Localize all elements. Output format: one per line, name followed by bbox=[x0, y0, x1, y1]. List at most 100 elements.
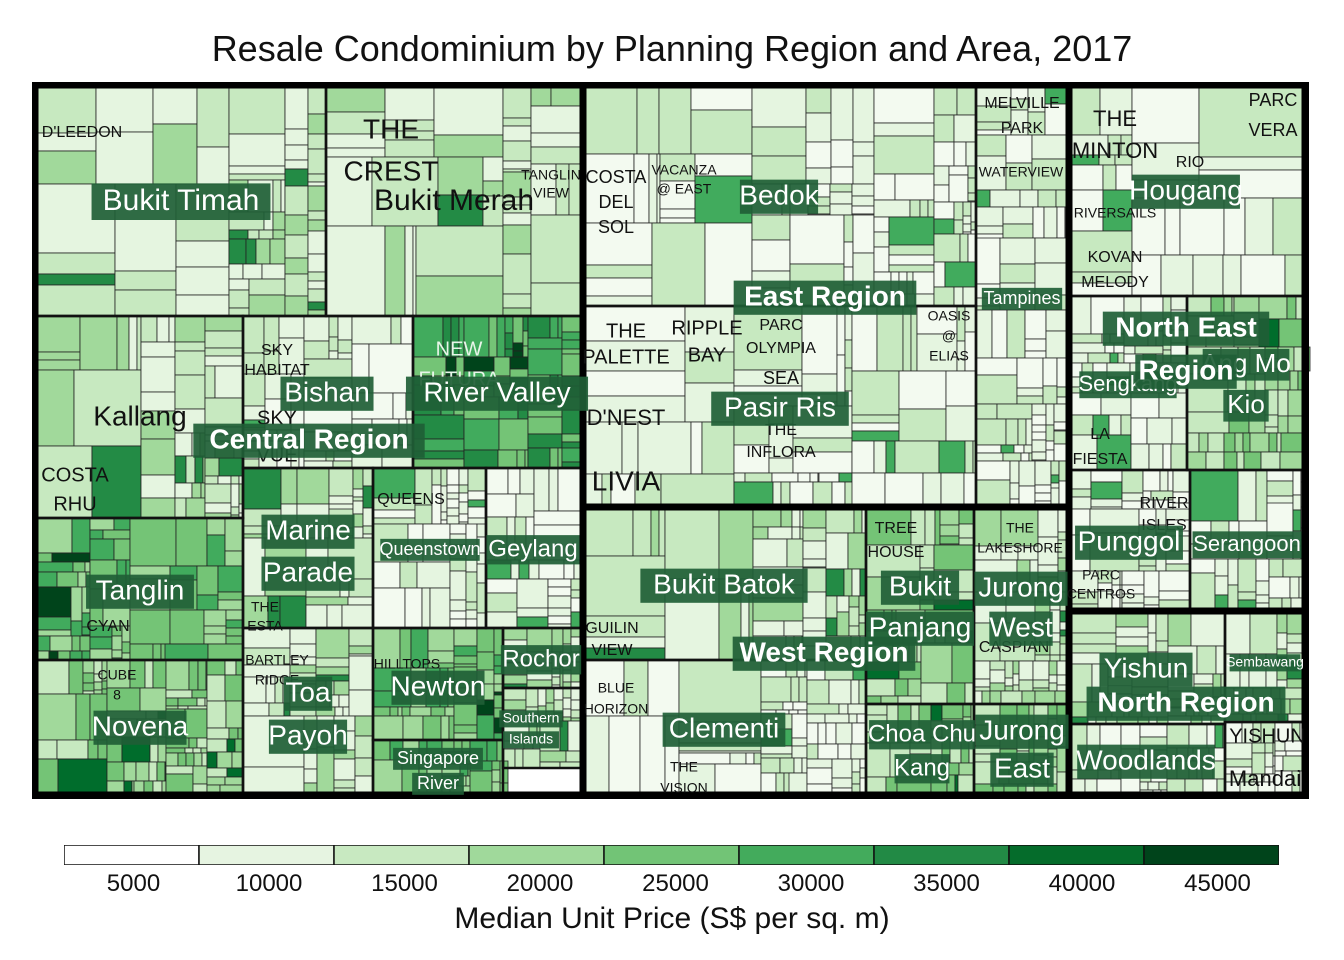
project-tile bbox=[1048, 682, 1058, 692]
project-tile bbox=[196, 85, 230, 148]
project-tile bbox=[851, 195, 875, 207]
project-tile bbox=[368, 343, 414, 394]
project-tile bbox=[1012, 660, 1020, 675]
project-tile bbox=[278, 337, 305, 375]
project-tile bbox=[975, 418, 1007, 446]
project-tile bbox=[1069, 611, 1117, 634]
project-tile bbox=[70, 620, 83, 637]
project-tile bbox=[802, 617, 827, 632]
project-tile bbox=[231, 751, 244, 769]
project-label: D'NEST bbox=[587, 405, 666, 430]
project-tile bbox=[1227, 558, 1239, 586]
project-tile bbox=[140, 315, 158, 343]
project-tile bbox=[557, 467, 583, 512]
project-tile bbox=[135, 761, 150, 782]
project-tile bbox=[1050, 474, 1060, 484]
project-tile bbox=[129, 609, 171, 645]
project-tile bbox=[93, 681, 103, 691]
area-label: Bishan bbox=[284, 376, 370, 407]
project-tile bbox=[1236, 451, 1245, 471]
label-background bbox=[1132, 174, 1240, 209]
project-tile bbox=[303, 358, 353, 379]
project-tile bbox=[228, 229, 249, 240]
area-label: Kio bbox=[1227, 389, 1265, 419]
project-tile bbox=[35, 517, 73, 554]
project-tile bbox=[303, 340, 330, 360]
project-tile bbox=[326, 604, 343, 629]
project-tile bbox=[412, 458, 465, 469]
project-tile bbox=[156, 315, 170, 343]
plot-border bbox=[32, 82, 1309, 799]
project-tile bbox=[1042, 357, 1058, 387]
project-tile bbox=[467, 467, 487, 492]
project-tile bbox=[352, 467, 364, 490]
project-tile bbox=[1045, 424, 1055, 442]
project-tile bbox=[204, 457, 220, 477]
project-tile bbox=[975, 189, 991, 208]
project-tile bbox=[204, 475, 219, 485]
project-tile bbox=[493, 683, 504, 693]
project-tile bbox=[502, 224, 532, 255]
project-tile bbox=[463, 418, 500, 451]
project-tile bbox=[898, 408, 947, 442]
project-tile bbox=[760, 701, 784, 711]
project-tile bbox=[780, 507, 793, 528]
project-tile bbox=[524, 449, 529, 469]
project-tile bbox=[184, 708, 208, 739]
project-tile bbox=[623, 659, 649, 717]
project-tile bbox=[228, 173, 286, 181]
project-tile bbox=[187, 705, 208, 710]
project-tile bbox=[973, 660, 991, 680]
project-tile bbox=[783, 620, 804, 637]
project-tile bbox=[1102, 164, 1117, 191]
project-label: LA bbox=[1090, 426, 1110, 443]
project-tile bbox=[1032, 679, 1050, 689]
project-tile bbox=[280, 467, 298, 505]
region-label: Region bbox=[1139, 354, 1234, 385]
project-tile bbox=[35, 252, 116, 275]
project-tile bbox=[165, 747, 186, 754]
project-tile bbox=[1147, 781, 1160, 791]
project-tile bbox=[1013, 444, 1025, 454]
project-tile bbox=[1031, 134, 1069, 160]
project-label: THE bbox=[1006, 520, 1034, 536]
project-tile bbox=[873, 216, 890, 233]
project-tile bbox=[204, 502, 232, 514]
project-tile bbox=[351, 315, 392, 345]
project-label: VERA bbox=[1248, 120, 1297, 140]
project-tile bbox=[733, 305, 803, 371]
project-tile bbox=[1117, 352, 1125, 364]
project-tile bbox=[760, 772, 777, 795]
project-tile bbox=[634, 473, 662, 507]
project-tile bbox=[1155, 611, 1169, 642]
project-tile bbox=[216, 751, 233, 769]
project-tile bbox=[836, 595, 850, 613]
project-tile bbox=[956, 85, 977, 116]
project-label: BLUE bbox=[598, 680, 635, 696]
project-tile bbox=[453, 702, 478, 726]
project-tile bbox=[1223, 432, 1236, 453]
project-tile bbox=[561, 353, 583, 377]
project-tile bbox=[525, 687, 539, 708]
project-tile bbox=[948, 174, 969, 203]
area-label: Islands bbox=[509, 731, 553, 747]
project-tile bbox=[430, 706, 446, 717]
project-tile bbox=[958, 762, 975, 776]
project-tile bbox=[802, 507, 827, 529]
project-tile bbox=[1069, 469, 1092, 490]
project-tile bbox=[284, 257, 309, 275]
project-tile bbox=[1255, 469, 1268, 522]
project-label: PARC bbox=[759, 317, 802, 334]
project-tile bbox=[963, 472, 977, 507]
project-tile bbox=[1186, 451, 1207, 471]
project-tile bbox=[836, 611, 850, 637]
project-tile bbox=[514, 748, 524, 769]
project-tile bbox=[1158, 599, 1191, 609]
area-label: Parade bbox=[263, 556, 353, 587]
project-tile bbox=[72, 561, 86, 573]
label-background bbox=[975, 714, 1069, 749]
project-label: VACANZA bbox=[651, 162, 717, 178]
project-tile bbox=[851, 440, 875, 474]
project-tile bbox=[196, 146, 230, 185]
project-tile bbox=[1034, 492, 1052, 502]
